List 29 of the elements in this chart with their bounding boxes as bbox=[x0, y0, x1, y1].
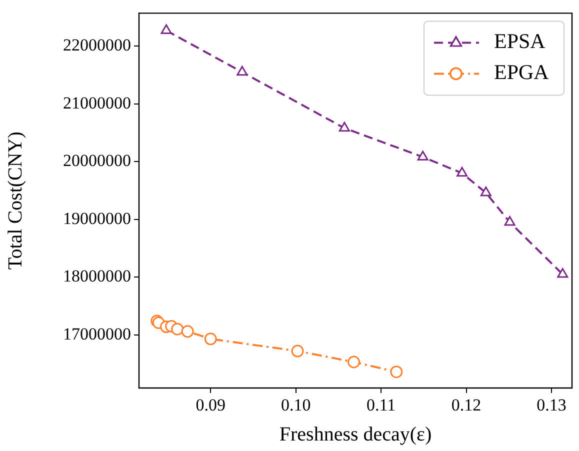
legend-label: EPGA bbox=[494, 60, 550, 84]
point bbox=[504, 216, 516, 226]
point bbox=[557, 268, 568, 278]
y-axis-title: Total Cost(CNY) bbox=[4, 132, 26, 270]
y-tick-label: 18000000 bbox=[63, 266, 131, 286]
point bbox=[456, 166, 468, 177]
point bbox=[417, 150, 428, 160]
y-tick-label: 17000000 bbox=[63, 324, 131, 344]
point bbox=[160, 24, 172, 34]
x-tick-label: 0.11 bbox=[366, 396, 396, 415]
x-tick-label: 0.13 bbox=[536, 396, 566, 415]
point bbox=[291, 344, 304, 358]
point bbox=[204, 332, 217, 346]
point bbox=[181, 325, 194, 338]
x-tick-label: 0.10 bbox=[280, 396, 311, 415]
x-axis-title: Freshness decay(ε) bbox=[279, 423, 432, 446]
point bbox=[338, 122, 350, 132]
y-tick-label: 20000000 bbox=[63, 151, 131, 170]
y-tick-label: 21000000 bbox=[63, 93, 131, 112]
point bbox=[390, 366, 403, 378]
x-tick-label: 0.09 bbox=[196, 396, 226, 415]
x-tick-label: 0.12 bbox=[451, 396, 482, 415]
point bbox=[236, 66, 248, 76]
y-tick-label: 22000000 bbox=[63, 36, 131, 55]
y-tick-label: 19000000 bbox=[63, 208, 131, 228]
point bbox=[171, 322, 184, 336]
point bbox=[348, 356, 360, 368]
point bbox=[480, 186, 492, 196]
legend-label: EPSA bbox=[494, 29, 546, 54]
